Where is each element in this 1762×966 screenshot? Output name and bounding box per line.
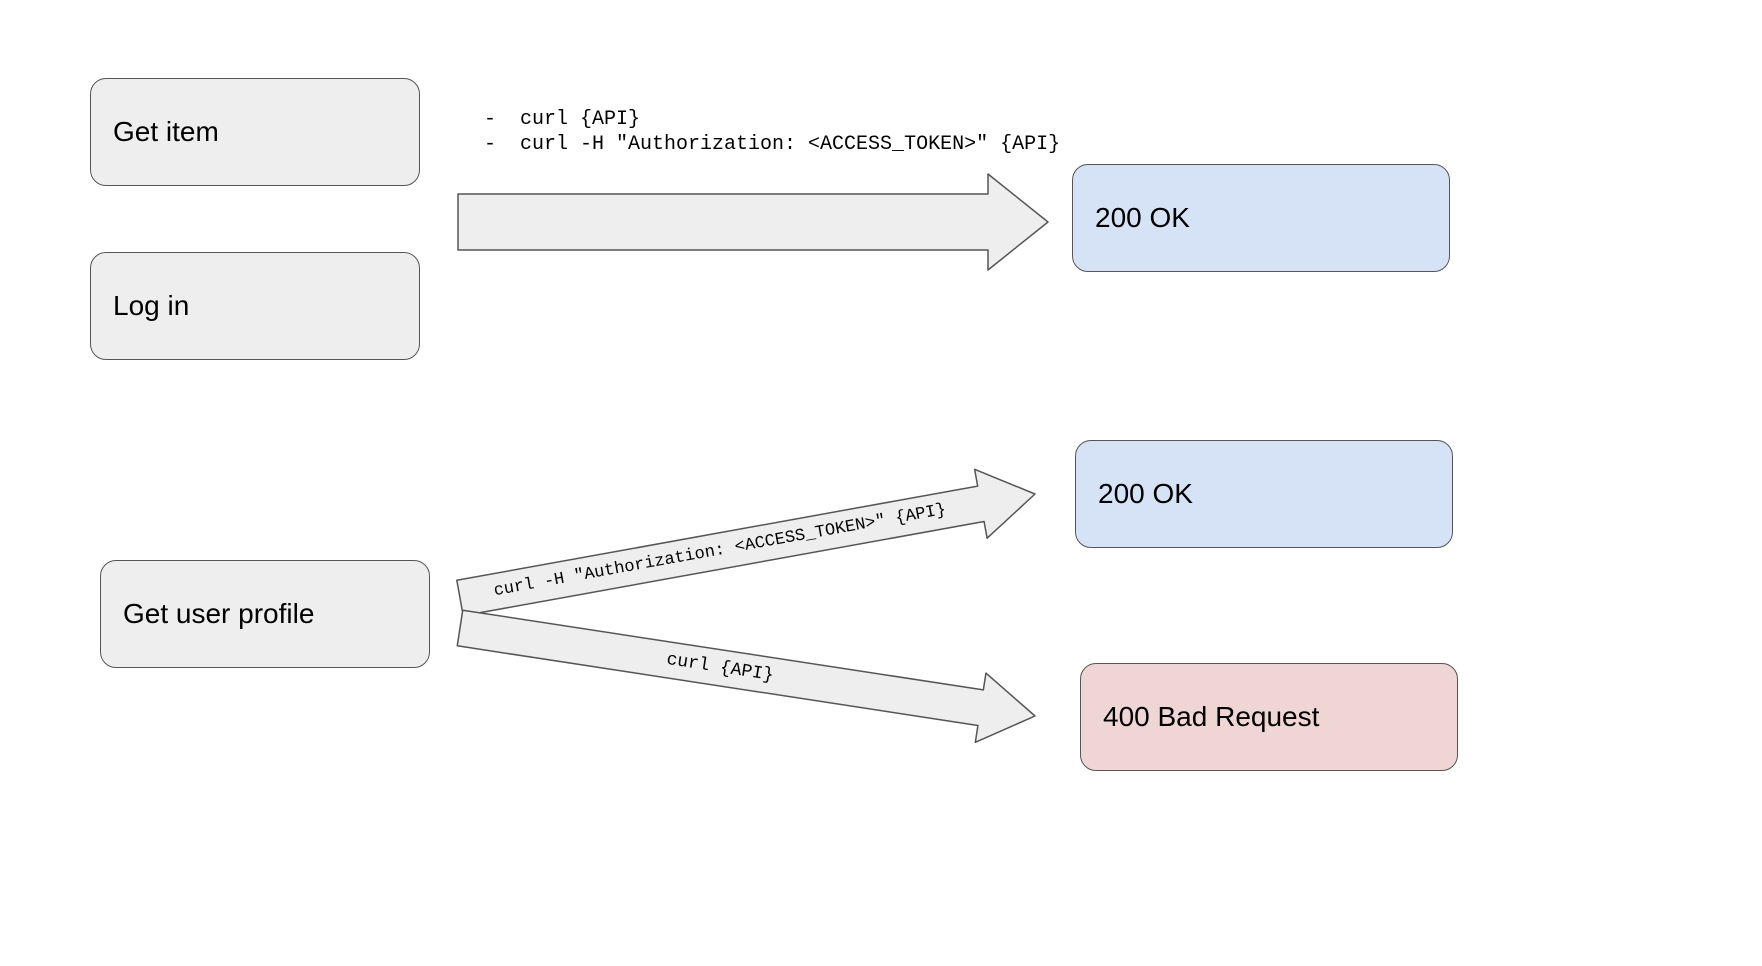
bullet-dash: - bbox=[460, 133, 520, 156]
code-text: curl {API} bbox=[520, 108, 640, 131]
node-get-user-profile: Get user profile bbox=[100, 560, 430, 668]
curl-command-list: - curl {API} - curl -H "Authorization: <… bbox=[460, 108, 1060, 158]
node-200-ok-top: 200 OK bbox=[1072, 164, 1450, 272]
node-400-bad-request: 400 Bad Request bbox=[1080, 663, 1458, 771]
node-200-ok-bottom: 200 OK bbox=[1075, 440, 1453, 548]
node-label: Log in bbox=[113, 290, 189, 322]
list-item: - curl -H "Authorization: <ACCESS_TOKEN>… bbox=[460, 133, 1060, 156]
node-label: Get user profile bbox=[123, 598, 314, 630]
node-log-in: Log in bbox=[90, 252, 420, 360]
node-get-item: Get item bbox=[90, 78, 420, 186]
node-label: 200 OK bbox=[1098, 478, 1193, 510]
arrow-top bbox=[456, 172, 1050, 272]
list-item: - curl {API} bbox=[460, 108, 1060, 131]
node-label: Get item bbox=[113, 116, 219, 148]
bullet-dash: - bbox=[460, 108, 520, 131]
node-label: 400 Bad Request bbox=[1103, 701, 1319, 733]
node-label: 200 OK bbox=[1095, 202, 1190, 234]
code-text: curl -H "Authorization: <ACCESS_TOKEN>" … bbox=[520, 133, 1060, 156]
